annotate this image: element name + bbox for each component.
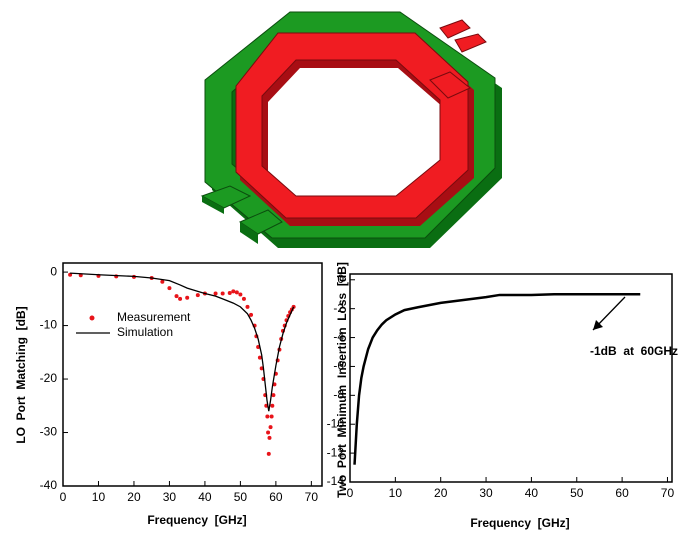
x-tick-label: 50 bbox=[234, 490, 248, 504]
data-point bbox=[267, 436, 271, 440]
data-point bbox=[266, 431, 270, 435]
y-axis-label: LO Port Matching [dB] bbox=[14, 306, 28, 443]
data-line bbox=[355, 294, 641, 464]
legend-label: Measurement bbox=[117, 310, 191, 324]
plot-frame bbox=[63, 263, 322, 486]
data-point bbox=[178, 297, 182, 301]
x-tick-label: 50 bbox=[570, 486, 584, 500]
data-point bbox=[265, 414, 269, 418]
y-tick-label: -10 bbox=[40, 318, 58, 332]
figure: 0 10 20 30 40 50 60 70 0 -10 -20 -30 -40 Frequency [G… bbox=[0, 0, 689, 533]
y-tick-label: -20 bbox=[40, 371, 58, 385]
y-tick-label: -30 bbox=[40, 425, 58, 439]
x-tick-label: 10 bbox=[92, 490, 106, 504]
data-point bbox=[267, 452, 271, 456]
data-point bbox=[196, 293, 200, 297]
page: {"chart_data": [ {"type": "line", "x_lab… bbox=[0, 0, 689, 533]
y-tick-label: 0 bbox=[50, 264, 57, 278]
data-point bbox=[221, 291, 225, 295]
x-tick-label: 20 bbox=[127, 490, 141, 504]
plot-frame bbox=[350, 274, 672, 482]
data-point bbox=[167, 286, 171, 290]
x-tick-label: 30 bbox=[163, 490, 177, 504]
data-point bbox=[270, 414, 274, 418]
data-point bbox=[235, 290, 239, 294]
data-point bbox=[245, 305, 249, 309]
legend-label: Simulation bbox=[117, 325, 173, 339]
data-point bbox=[214, 291, 218, 295]
data-point bbox=[249, 313, 253, 317]
data-point bbox=[242, 297, 246, 301]
data-point bbox=[175, 294, 179, 298]
y-axis-label: Two Port Minimum Insertion Loss [dB] bbox=[335, 262, 349, 498]
data-point bbox=[270, 404, 274, 408]
transformer-layout bbox=[202, 12, 502, 248]
x-tick-label: 60 bbox=[615, 486, 629, 500]
x-tick-label: 40 bbox=[198, 490, 212, 504]
x-tick-label: 20 bbox=[434, 486, 448, 500]
data-point bbox=[231, 289, 235, 293]
data-point bbox=[238, 293, 242, 297]
data-point bbox=[269, 425, 273, 429]
x-tick-label: 70 bbox=[661, 486, 675, 500]
x-tick-label: 10 bbox=[389, 486, 403, 500]
annotation: -1dB at 60GHz bbox=[590, 344, 678, 358]
x-tick-label: 40 bbox=[525, 486, 539, 500]
y-tick-label: -40 bbox=[40, 478, 58, 492]
x-tick-label: 60 bbox=[269, 490, 283, 504]
x-tick-label: 70 bbox=[305, 490, 319, 504]
data-point bbox=[185, 296, 189, 300]
x-tick-label: 0 bbox=[60, 490, 67, 504]
x-axis-label: Frequency [GHz] bbox=[147, 513, 246, 527]
data-line bbox=[70, 273, 294, 411]
data-point bbox=[228, 291, 232, 295]
x-tick-label: 30 bbox=[479, 486, 493, 500]
x-axis-label: Frequency [GHz] bbox=[470, 516, 569, 530]
legend-marker bbox=[90, 316, 95, 321]
